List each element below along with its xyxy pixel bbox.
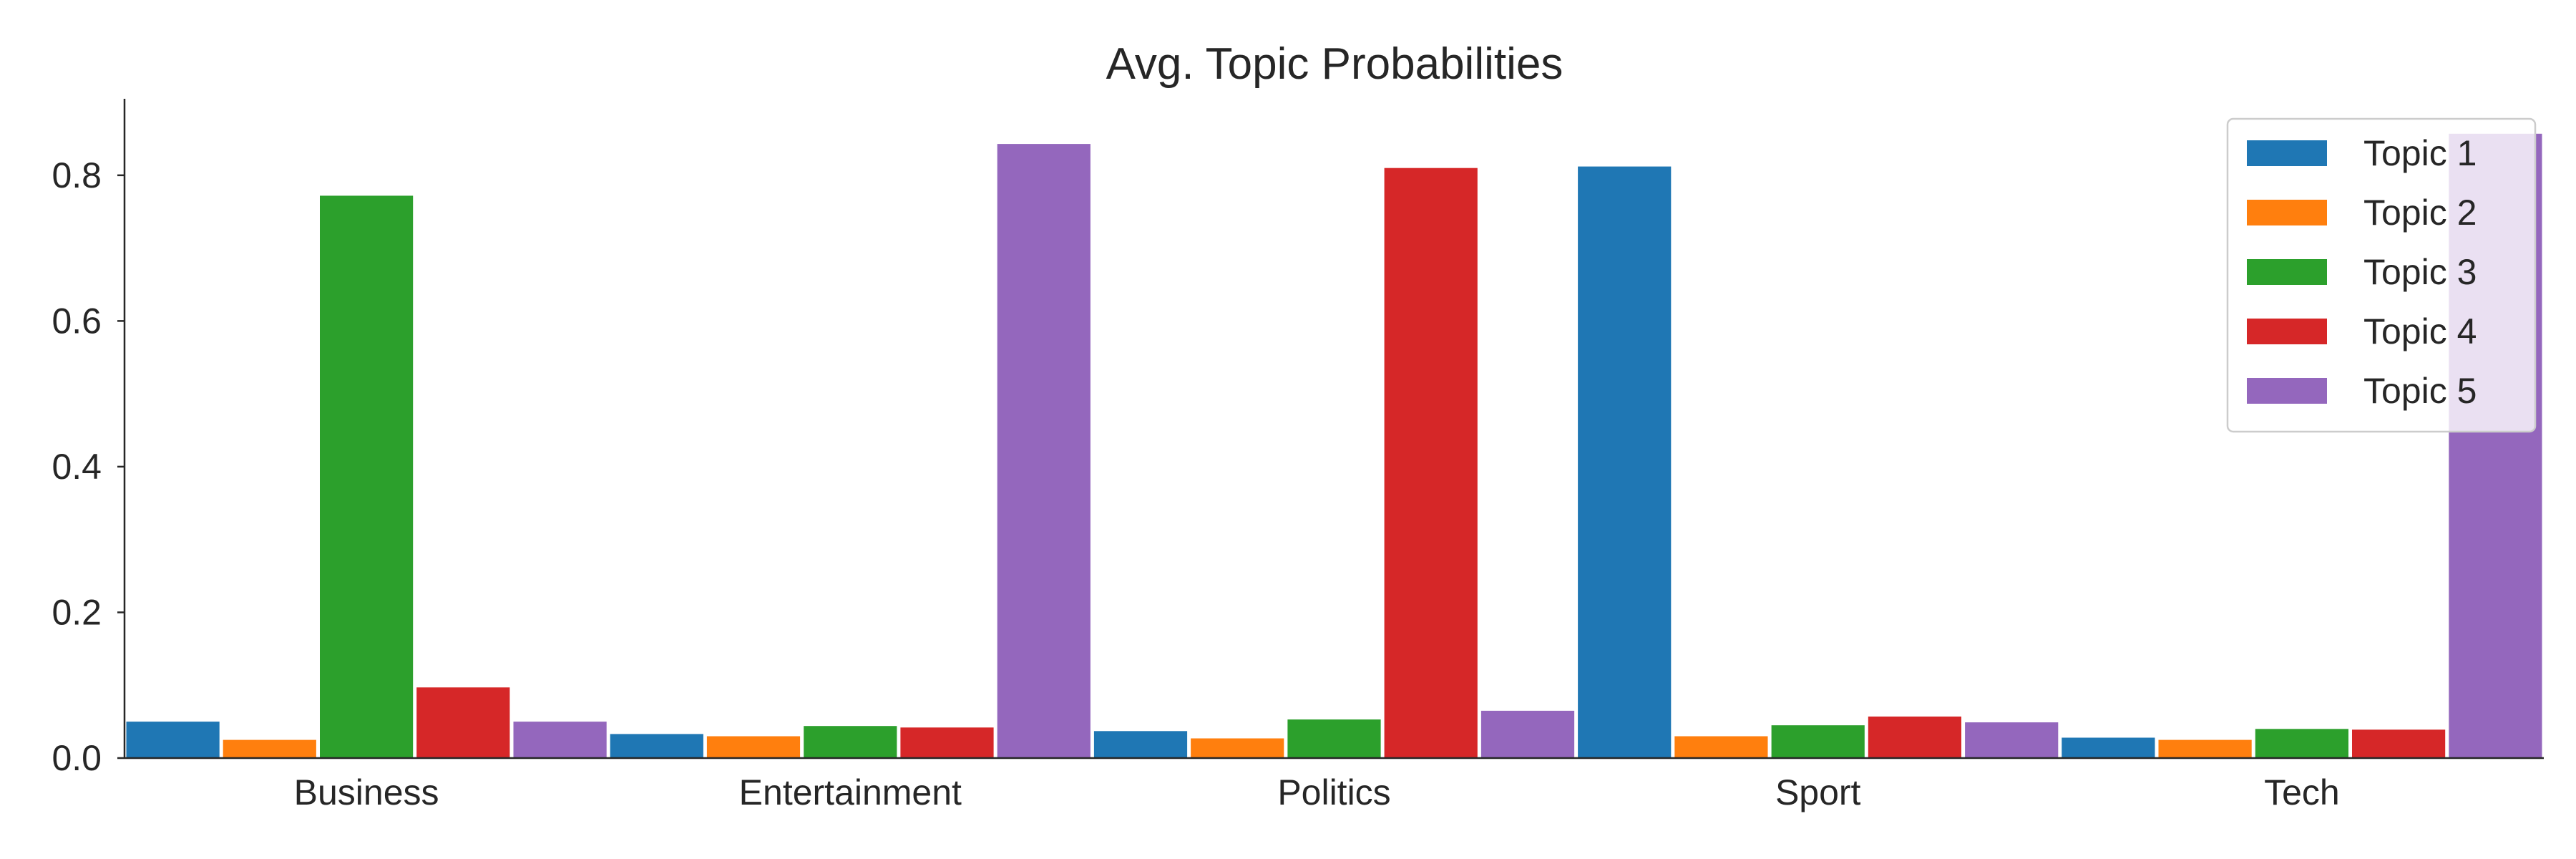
bar-tech-topic-3	[2255, 729, 2348, 758]
bar-business-topic-1	[126, 722, 220, 758]
bar-politics-topic-1	[1093, 731, 1188, 758]
x-tick-label: Business	[294, 772, 439, 812]
bar-politics-topic-2	[1191, 738, 1284, 758]
bar-entertainment-topic-1	[610, 734, 703, 758]
bar-sport-topic-4	[1868, 717, 1961, 758]
legend-frame	[2226, 117, 2537, 433]
bar-sport-topic-1	[1578, 166, 1672, 759]
legend-label: Topic 4	[2363, 311, 2477, 351]
x-tick-label: Politics	[1277, 772, 1390, 812]
legend-label: Topic 1	[2363, 133, 2477, 173]
y-tick-label: 0.8	[52, 155, 102, 195]
bar-entertainment-topic-2	[706, 736, 801, 758]
legend-swatch	[2247, 319, 2327, 344]
legend-swatch	[2247, 200, 2327, 225]
x-tick-label: Tech	[2264, 772, 2340, 812]
bar-business-topic-5	[513, 722, 607, 758]
legend-label: Topic 5	[2363, 371, 2477, 411]
bar-sport-topic-2	[1674, 736, 1768, 758]
bar-entertainment-topic-5	[997, 144, 1091, 759]
bar-entertainment-topic-3	[804, 726, 897, 758]
y-axis-ticks: 0.0 0.2 0.4 0.6 0.8	[52, 155, 125, 778]
legend-swatch	[2247, 378, 2327, 404]
bar-politics-topic-5	[1480, 710, 1575, 758]
legend-label: Topic 3	[2363, 252, 2477, 292]
bars-group	[126, 133, 2542, 759]
bar-sport-topic-5	[1965, 722, 2059, 758]
legend-label: Topic 2	[2363, 193, 2477, 233]
bar-entertainment-topic-4	[900, 727, 994, 758]
bar-politics-topic-3	[1287, 719, 1381, 758]
chart-title: Avg. Topic Probabilities	[1106, 39, 1563, 89]
bar-politics-topic-4	[1384, 168, 1478, 758]
x-tick-label: Sport	[1775, 772, 1861, 812]
bar-tech-topic-2	[2158, 739, 2252, 758]
y-tick-label: 0.4	[52, 447, 102, 487]
bar-sport-topic-3	[1771, 725, 1865, 758]
bar-tech-topic-4	[2352, 729, 2446, 758]
y-tick-label: 0.2	[52, 592, 102, 632]
bar-business-topic-4	[416, 687, 510, 758]
bar-business-topic-2	[223, 739, 316, 758]
bar-business-topic-3	[320, 195, 414, 758]
bar-tech-topic-1	[2062, 737, 2155, 758]
y-tick-label: 0.0	[52, 738, 102, 778]
legend-swatch	[2247, 140, 2327, 166]
y-tick-label: 0.6	[52, 301, 102, 341]
x-axis-ticks: Business Entertainment Politics Sport Tech	[294, 772, 2340, 812]
legend: Topic 1 Topic 2 Topic 3 Topic 4 Topic 5	[2226, 117, 2537, 433]
x-tick-label: Entertainment	[739, 772, 962, 812]
legend-swatch	[2247, 259, 2327, 285]
